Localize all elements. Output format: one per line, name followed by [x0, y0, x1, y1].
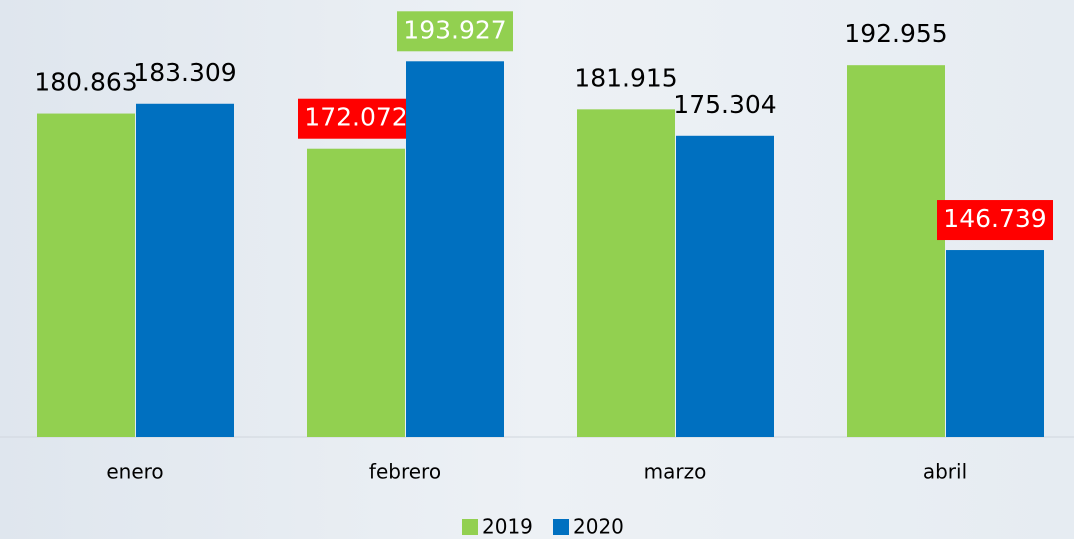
bar: [136, 103, 234, 437]
bar: [946, 250, 1044, 437]
bar: [307, 148, 405, 437]
value-label-background: [298, 98, 414, 139]
x-tick-label: enero: [106, 460, 163, 484]
x-tick-label: febrero: [369, 460, 441, 484]
value-label: 183.309: [133, 58, 236, 87]
value-label: 181.915: [574, 63, 677, 92]
value-label: 175.304: [673, 90, 776, 119]
bar: [676, 135, 774, 437]
legend-swatch: [553, 519, 569, 535]
value-label-background: [397, 11, 513, 52]
value-label-background: [937, 200, 1053, 241]
value-label: 172.072: [304, 103, 407, 132]
legend-swatch: [462, 519, 478, 535]
legend-label: 2019: [482, 515, 533, 539]
bar: [577, 109, 675, 437]
x-tick-label: marzo: [644, 460, 707, 484]
bar: [406, 61, 504, 438]
value-label: 192.955: [844, 19, 947, 48]
value-label: 146.739: [943, 204, 1046, 233]
value-label: 193.927: [403, 15, 506, 44]
value-label: 180.863: [34, 68, 137, 97]
x-tick-label: abril: [923, 460, 967, 484]
bar: [37, 113, 135, 437]
legend-label: 2020: [573, 515, 624, 539]
bar: [847, 65, 945, 438]
